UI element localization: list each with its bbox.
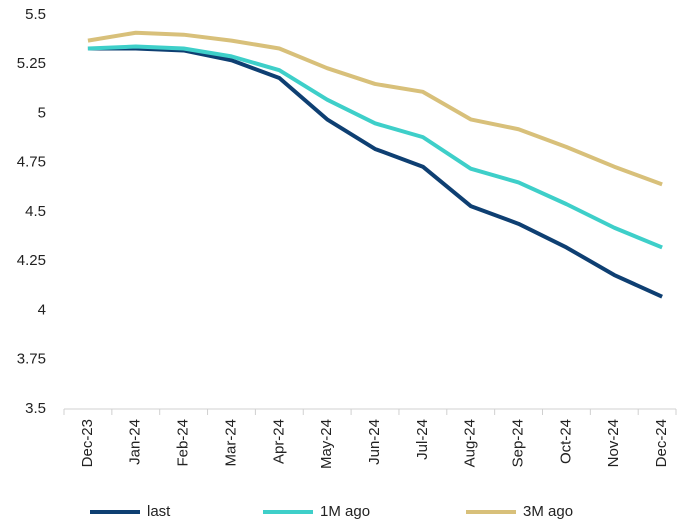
y-tick-label: 4.5	[25, 203, 46, 220]
y-tick-label: 3.5	[25, 400, 46, 417]
x-tick-label: Sep-24	[510, 419, 527, 467]
y-tick-label: 5.5	[25, 6, 46, 23]
x-tick-label: Apr-24	[270, 419, 287, 464]
x-tick-label: Feb-24	[175, 419, 192, 467]
y-tick-label: 5.25	[17, 55, 46, 72]
x-tick-label: Jun-24	[366, 419, 383, 465]
legend-label: 3M ago	[523, 503, 573, 520]
x-tick-label: Aug-24	[462, 419, 479, 467]
legend-label: 1M ago	[320, 503, 370, 520]
line-series	[87, 30, 663, 187]
x-tick-label: Dec-24	[653, 419, 670, 467]
x-tick-label: Dec-23	[79, 419, 96, 467]
y-tick-label: 3.75	[17, 351, 46, 368]
x-tick-label: Nov-24	[605, 419, 622, 467]
y-tick-label: 4	[38, 301, 46, 318]
x-tick-label: Mar-24	[222, 419, 239, 467]
x-tick-label: May-24	[318, 419, 335, 469]
x-tick-label: Jul-24	[414, 419, 431, 460]
x-tick-label: Oct-24	[557, 419, 574, 464]
legend-label: last	[147, 503, 171, 520]
line-series	[87, 44, 663, 250]
y-tick-label: 4.25	[17, 252, 46, 269]
x-tick-label: Jan-24	[127, 419, 144, 465]
y-tick-label: 4.75	[17, 154, 46, 171]
y-tick-label: 5	[38, 104, 46, 121]
